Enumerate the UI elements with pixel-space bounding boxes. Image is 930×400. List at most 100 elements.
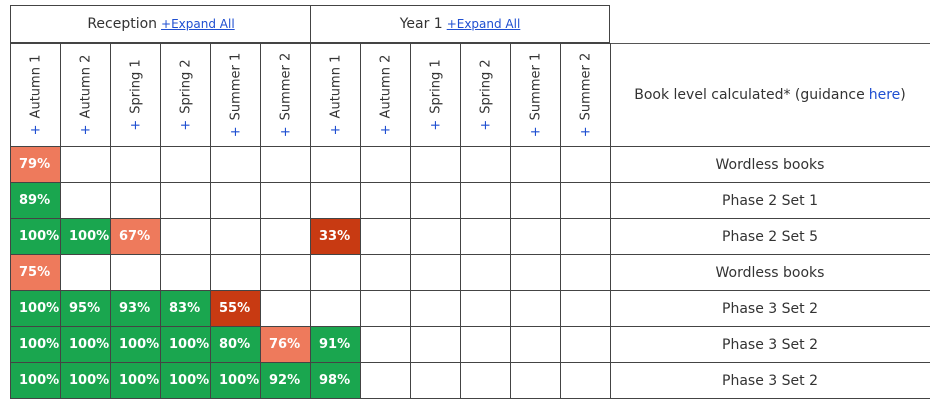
expand-column-icon[interactable]: + [278, 126, 294, 138]
empty-cell[interactable] [210, 182, 261, 219]
score-cell[interactable]: 55% [210, 290, 261, 327]
empty-cell[interactable] [510, 326, 561, 363]
score-cell[interactable]: 83% [160, 290, 211, 327]
empty-cell[interactable] [460, 218, 511, 255]
empty-cell[interactable] [360, 146, 411, 183]
score-cell[interactable]: 80% [210, 326, 261, 363]
empty-cell[interactable] [560, 146, 611, 183]
empty-cell[interactable] [160, 254, 211, 291]
empty-cell[interactable] [410, 326, 461, 363]
empty-cell[interactable] [110, 254, 161, 291]
empty-cell[interactable] [310, 146, 361, 183]
empty-cell[interactable] [160, 218, 211, 255]
expand-column-icon[interactable]: + [578, 126, 593, 138]
empty-cell[interactable] [260, 218, 311, 255]
empty-cell[interactable] [360, 182, 411, 219]
expand-column-icon[interactable]: + [328, 124, 344, 136]
score-cell[interactable]: 100% [160, 326, 211, 363]
score-cell[interactable]: 100% [60, 326, 111, 363]
score-cell[interactable]: 100% [10, 290, 61, 327]
empty-cell[interactable] [560, 362, 611, 399]
year1-expand-all-link[interactable]: +Expand All [446, 17, 521, 31]
column-header[interactable]: + Spring 1 [410, 43, 461, 147]
empty-cell[interactable] [210, 218, 261, 255]
empty-cell[interactable] [360, 290, 411, 327]
column-header[interactable]: + Summer 1 [510, 43, 561, 147]
empty-cell[interactable] [410, 146, 461, 183]
score-cell[interactable]: 76% [260, 326, 311, 363]
empty-cell[interactable] [560, 254, 611, 291]
empty-cell[interactable] [260, 290, 311, 327]
score-cell[interactable]: 89% [10, 182, 61, 219]
empty-cell[interactable] [460, 362, 511, 399]
column-header[interactable]: + Autumn 1 [310, 43, 361, 147]
score-cell[interactable]: 100% [10, 326, 61, 363]
score-cell[interactable]: 100% [10, 218, 61, 255]
empty-cell[interactable] [160, 182, 211, 219]
score-cell[interactable]: 100% [60, 362, 111, 399]
empty-cell[interactable] [110, 146, 161, 183]
score-cell[interactable]: 79% [10, 146, 61, 183]
column-header[interactable]: + Spring 2 [460, 43, 511, 147]
empty-cell[interactable] [410, 254, 461, 291]
empty-cell[interactable] [460, 290, 511, 327]
score-cell[interactable]: 67% [110, 218, 161, 255]
expand-column-icon[interactable]: + [128, 119, 144, 131]
empty-cell[interactable] [410, 182, 461, 219]
empty-cell[interactable] [460, 182, 511, 219]
score-cell[interactable]: 93% [110, 290, 161, 327]
score-cell[interactable]: 100% [110, 362, 161, 399]
expand-column-icon[interactable]: + [78, 124, 94, 136]
empty-cell[interactable] [460, 254, 511, 291]
score-cell[interactable]: 95% [60, 290, 111, 327]
expand-column-icon[interactable]: + [178, 119, 194, 131]
empty-cell[interactable] [510, 182, 561, 219]
empty-cell[interactable] [210, 146, 261, 183]
empty-cell[interactable] [560, 326, 611, 363]
expand-column-icon[interactable]: + [478, 119, 494, 131]
empty-cell[interactable] [310, 182, 361, 219]
empty-cell[interactable] [360, 218, 411, 255]
score-cell[interactable]: 75% [10, 254, 61, 291]
column-header[interactable]: + Autumn 2 [360, 43, 411, 147]
empty-cell[interactable] [560, 290, 611, 327]
expand-column-icon[interactable]: + [428, 119, 444, 131]
guidance-link[interactable]: here [868, 87, 901, 103]
score-cell[interactable]: 100% [10, 362, 61, 399]
empty-cell[interactable] [110, 182, 161, 219]
column-header[interactable]: + Autumn 2 [60, 43, 111, 147]
empty-cell[interactable] [410, 290, 461, 327]
empty-cell[interactable] [260, 182, 311, 219]
empty-cell[interactable] [260, 146, 311, 183]
score-cell[interactable]: 100% [60, 218, 111, 255]
column-header[interactable]: + Summer 2 [560, 43, 611, 147]
expand-column-icon[interactable]: + [28, 124, 44, 136]
empty-cell[interactable] [310, 254, 361, 291]
empty-cell[interactable] [560, 218, 611, 255]
reception-expand-all-link[interactable]: +Expand All [161, 17, 235, 31]
empty-cell[interactable] [510, 290, 561, 327]
empty-cell[interactable] [360, 326, 411, 363]
column-header[interactable]: + Spring 1 [110, 43, 161, 147]
empty-cell[interactable] [510, 254, 561, 291]
column-header[interactable]: + Summer 2 [260, 43, 311, 147]
column-header[interactable]: + Autumn 1 [10, 43, 61, 147]
empty-cell[interactable] [60, 254, 111, 291]
score-cell[interactable]: 100% [110, 326, 161, 363]
score-cell[interactable]: 100% [210, 362, 261, 399]
empty-cell[interactable] [360, 254, 411, 291]
expand-column-icon[interactable]: + [528, 126, 544, 138]
empty-cell[interactable] [460, 326, 511, 363]
score-cell[interactable]: 100% [160, 362, 211, 399]
score-cell[interactable]: 91% [310, 326, 361, 363]
empty-cell[interactable] [310, 290, 361, 327]
empty-cell[interactable] [260, 254, 311, 291]
empty-cell[interactable] [60, 182, 111, 219]
score-cell[interactable]: 98% [310, 362, 361, 399]
column-header[interactable]: + Spring 2 [160, 43, 211, 147]
empty-cell[interactable] [460, 146, 511, 183]
score-cell[interactable]: 92% [260, 362, 311, 399]
empty-cell[interactable] [510, 362, 561, 399]
expand-column-icon[interactable]: + [378, 124, 394, 136]
empty-cell[interactable] [510, 146, 561, 183]
